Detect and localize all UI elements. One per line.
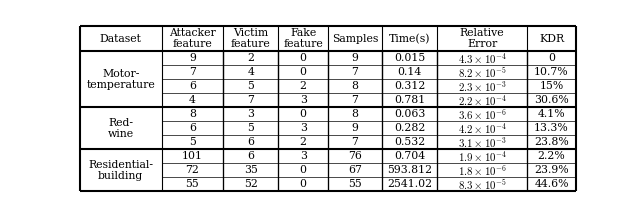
Text: 15%: 15% [540,81,564,91]
Text: 6: 6 [189,81,196,91]
Text: Dataset: Dataset [100,34,141,44]
Text: 0: 0 [300,165,307,175]
Text: 0.781: 0.781 [394,95,425,105]
Text: Samples: Samples [332,34,378,44]
Text: 55: 55 [348,179,362,189]
Text: 0.282: 0.282 [394,123,425,133]
Text: 7: 7 [248,95,254,105]
Text: 7: 7 [189,68,196,77]
Text: 9: 9 [351,123,358,133]
Text: 23.9%: 23.9% [534,165,569,175]
Text: 2: 2 [247,54,254,63]
Text: Time(s): Time(s) [389,34,430,44]
Text: 8: 8 [189,109,196,119]
Text: 76: 76 [348,151,362,161]
Text: 72: 72 [186,165,200,175]
Text: 593.812: 593.812 [387,165,432,175]
Text: Relative
Error: Relative Error [460,28,504,49]
Text: 2.2%: 2.2% [538,151,565,161]
Text: 44.6%: 44.6% [534,179,569,189]
Text: 0: 0 [548,54,555,63]
Text: KDR: KDR [539,34,564,44]
Text: 4: 4 [248,68,254,77]
Text: $3.1 \times 10^{-3}$: $3.1 \times 10^{-3}$ [458,135,506,150]
Text: $3.6 \times 10^{-6}$: $3.6 \times 10^{-6}$ [458,107,506,122]
Text: $1.8 \times 10^{-6}$: $1.8 \times 10^{-6}$ [458,163,506,178]
Text: 3: 3 [247,109,254,119]
Text: 6: 6 [247,137,254,147]
Text: $4.3 \times 10^{-4}$: $4.3 \times 10^{-4}$ [458,51,506,66]
Text: 0: 0 [300,109,307,119]
Text: 0: 0 [300,68,307,77]
Text: 4.1%: 4.1% [538,109,565,119]
Text: $2.2 \times 10^{-4}$: $2.2 \times 10^{-4}$ [458,93,506,108]
Text: 0.532: 0.532 [394,137,425,147]
Text: 13.3%: 13.3% [534,123,569,133]
Text: 10.7%: 10.7% [534,68,569,77]
Text: $8.3 \times 10^{-5}$: $8.3 \times 10^{-5}$ [458,177,506,192]
Text: 7: 7 [351,137,358,147]
Text: 30.6%: 30.6% [534,95,569,105]
Text: 0: 0 [300,54,307,63]
Text: 0.015: 0.015 [394,54,425,63]
Text: Fake
feature: Fake feature [284,28,323,49]
Text: Motor-
temperature: Motor- temperature [86,69,155,90]
Text: $1.9 \times 10^{-4}$: $1.9 \times 10^{-4}$ [458,149,506,164]
Text: 8: 8 [351,109,358,119]
Text: Residential-
building: Residential- building [88,160,154,181]
Text: 3: 3 [300,95,307,105]
Text: 3: 3 [300,151,307,161]
Text: 52: 52 [244,179,258,189]
Text: $2.3 \times 10^{-3}$: $2.3 \times 10^{-3}$ [458,79,506,94]
Text: 0.14: 0.14 [397,68,422,77]
Text: $8.2 \times 10^{-5}$: $8.2 \times 10^{-5}$ [458,65,506,80]
Text: 6: 6 [189,123,196,133]
Text: 0.063: 0.063 [394,109,425,119]
Text: 5: 5 [189,137,196,147]
Text: 67: 67 [348,165,362,175]
Text: Victim
feature: Victim feature [231,28,271,49]
Text: 23.8%: 23.8% [534,137,569,147]
Text: 0.312: 0.312 [394,81,425,91]
Text: 0.704: 0.704 [394,151,425,161]
Text: 7: 7 [351,95,358,105]
Text: 5: 5 [248,123,254,133]
Text: Attacker
feature: Attacker feature [169,28,216,49]
Text: 9: 9 [351,54,358,63]
Text: 7: 7 [351,68,358,77]
Text: 101: 101 [182,151,203,161]
Text: Red-
wine: Red- wine [108,118,134,139]
Text: 3: 3 [300,123,307,133]
Text: 2: 2 [300,137,307,147]
Text: $4.2 \times 10^{-4}$: $4.2 \times 10^{-4}$ [458,121,506,136]
Text: 4: 4 [189,95,196,105]
Text: 2541.02: 2541.02 [387,179,432,189]
Text: 55: 55 [186,179,199,189]
Text: 5: 5 [248,81,254,91]
Text: 9: 9 [189,54,196,63]
Text: 35: 35 [244,165,258,175]
Text: 2: 2 [300,81,307,91]
Text: 8: 8 [351,81,358,91]
Text: 6: 6 [247,151,254,161]
Text: 0: 0 [300,179,307,189]
